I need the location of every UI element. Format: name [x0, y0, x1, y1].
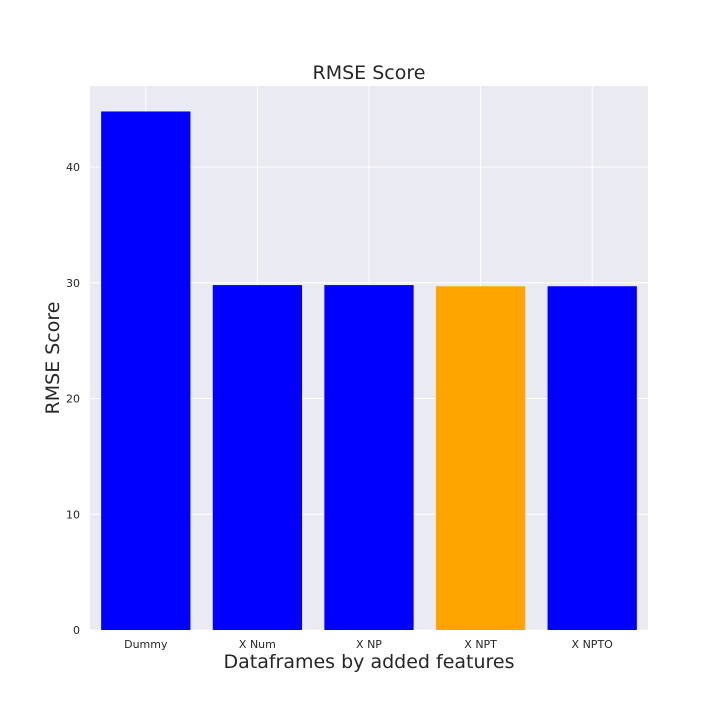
- bar-x-num: [212, 285, 303, 630]
- y-tick-label: 40: [66, 161, 80, 174]
- y-axis-label: RMSE Score: [42, 302, 64, 415]
- chart-title: RMSE Score: [313, 62, 426, 84]
- x-tick-labels: Dummy X Num X NP X NPT X NPTO: [124, 638, 613, 651]
- y-tick-label: 10: [66, 508, 80, 521]
- bar-x-npt: [435, 286, 526, 630]
- y-tick-label: 30: [66, 277, 80, 290]
- y-tick-label: 0: [73, 624, 80, 637]
- x-tick-label: X Num: [239, 638, 276, 651]
- bar-x-np: [324, 285, 414, 630]
- x-tick-label: X NPT: [464, 638, 497, 651]
- x-axis-label: Dataframes by added features: [223, 651, 514, 673]
- y-tick-label: 20: [66, 393, 80, 406]
- bar-dummy: [101, 111, 191, 631]
- bar-x-npto: [547, 286, 637, 630]
- x-tick-label: Dummy: [124, 638, 168, 651]
- y-tick-labels: 0 10 20 30 40: [66, 161, 80, 637]
- x-tick-label: X NP: [356, 638, 382, 651]
- x-tick-label: X NPTO: [572, 638, 614, 651]
- bars: [101, 111, 637, 631]
